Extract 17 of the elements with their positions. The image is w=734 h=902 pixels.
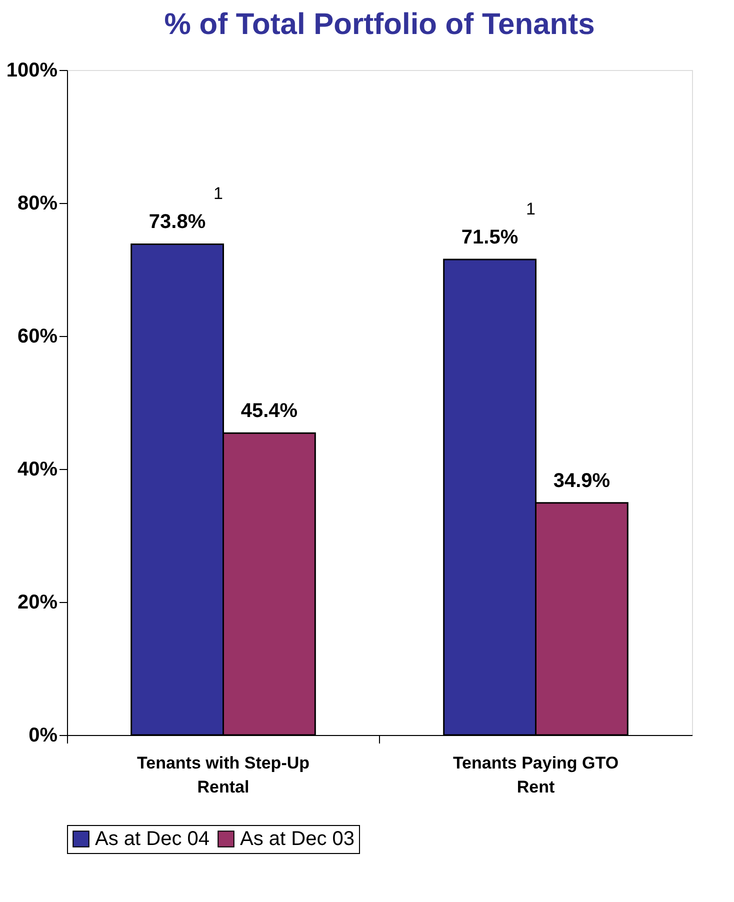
data-label: 71.5% <box>461 226 518 249</box>
x-tick-label: Tenants Paying GTO Rent <box>452 754 619 796</box>
annotation: 1 <box>526 200 536 219</box>
y-tick-label: 60% <box>17 326 58 348</box>
data-label: 73.8% <box>148 211 206 234</box>
legend-label: As at Dec 04 <box>95 828 210 850</box>
data-label: 45.4% <box>240 400 298 422</box>
legend-label: As at Dec 03 <box>240 828 355 850</box>
y-tick-label: 80% <box>17 192 58 214</box>
annotation: 1 <box>214 184 223 204</box>
y-tick-label: 100% <box>6 60 58 82</box>
data-label: 34.9% <box>553 470 610 492</box>
y-tick-label: 0% <box>28 724 58 746</box>
y-tick-label: 20% <box>17 592 58 614</box>
y-tick-label: 40% <box>17 458 58 480</box>
chart-title: % of Total Portfolio of Tenants <box>164 8 595 41</box>
x-tick-label: Tenants with Step-Up Rental <box>136 754 310 796</box>
